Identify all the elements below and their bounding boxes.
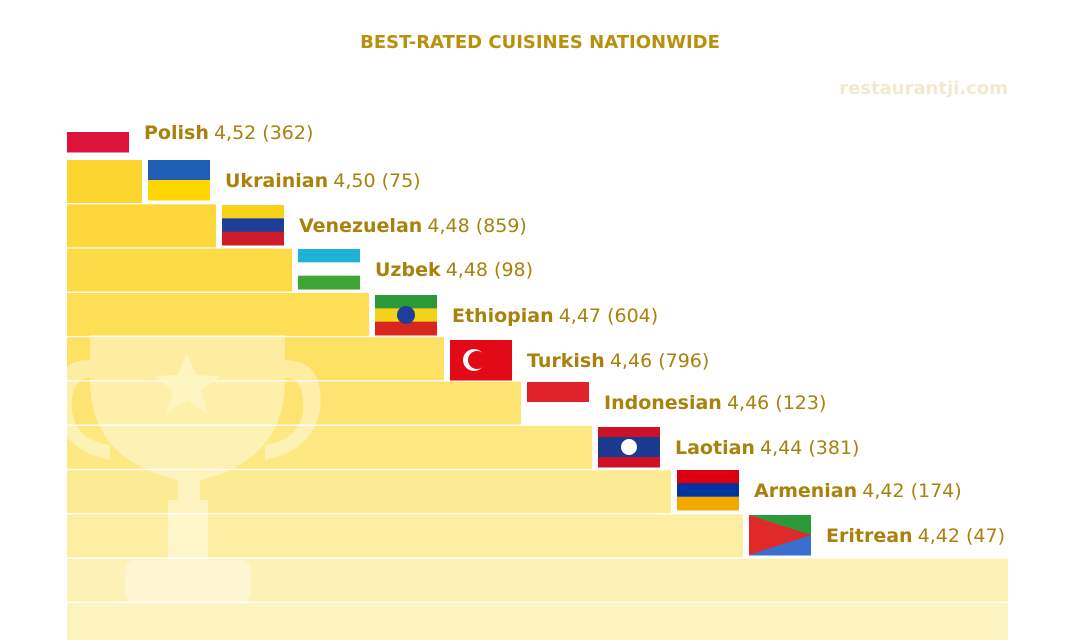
flag-emblem [749,515,811,555]
step [67,160,142,203]
cuisine-score: 4,47 (604) [559,305,658,327]
cuisine-label: Venezuelan 4,48 (859) [299,215,527,237]
flag-stripe [375,321,437,336]
flag-stripe [222,205,284,219]
flag [677,470,739,511]
flag-emblem [621,439,637,455]
cuisine-label: Ethiopian 4,47 (604) [452,305,658,327]
cuisine-label: Polish 4,52 (362) [144,122,313,144]
flag [67,112,129,153]
cuisine-label: Turkish 4,46 (796) [527,350,709,372]
cuisine-score: 4,46 (796) [610,350,709,372]
cuisine-label: Indonesian 4,46 (123) [604,392,826,414]
cuisine-name: Ethiopian [452,305,554,327]
cuisine-label: Eritrean 4,42 (47) [826,525,1005,547]
flag-stripe [677,470,739,484]
flag [450,340,512,381]
flag-stripe [375,295,437,309]
flag [298,249,360,290]
step [67,470,671,514]
cuisine-name: Indonesian [604,392,722,414]
step [67,248,292,292]
cuisine-name: Eritrean [826,525,913,547]
step [67,514,743,558]
staircase [67,160,1008,640]
cuisine-score: 4,46 (123) [727,392,826,414]
cuisine-name: Venezuelan [299,215,422,237]
cuisine-name: Laotian [675,437,755,459]
cuisine-label: Armenian 4,42 (174) [754,480,962,502]
flag-stripe [148,180,210,201]
flag-emblem [468,351,486,369]
step [67,292,369,336]
flag [375,295,437,336]
flag-stripe [749,515,811,526]
step [67,558,1008,602]
labels: Polish 4,52 (362) Ukrainian 4,50 (75) Vene… [67,112,1005,556]
cuisine-name: Ukrainian [225,170,328,192]
flag-stripe [677,483,739,498]
flag-stripe [67,132,129,153]
title: BEST-RATED CUISINES NATIONWIDE [360,32,720,53]
trophy [54,335,321,603]
cuisine-score: 4,48 (98) [446,259,533,281]
flag-stripe [222,231,284,246]
flag-stripe [598,427,660,438]
cuisine-score: 4,42 (174) [862,480,961,502]
flag-stripe [527,382,589,403]
flag-stripe [749,545,811,556]
cuisine-name: Polish [144,122,209,144]
step [67,381,521,425]
flag [598,427,660,468]
flag-stripe [598,457,660,468]
cuisine-score: 4,50 (75) [333,170,420,192]
flag-stripe [298,275,360,290]
cuisine-label: Laotian 4,44 (381) [675,437,859,459]
flag [148,160,210,201]
cuisine-name: Armenian [754,480,857,502]
flag-stripe [298,249,360,263]
cuisine-label: Ukrainian 4,50 (75) [225,170,421,192]
watermark: restaurantji.com [839,78,1008,99]
cuisine-name: Turkish [527,350,605,372]
step [67,603,1008,640]
flag-stripe [527,402,589,423]
cuisine-score: 4,42 (47) [918,525,1005,547]
flag-stripe [148,160,210,181]
cuisine-score: 4,44 (381) [760,437,859,459]
cuisine-label: Uzbek 4,48 (98) [375,259,533,281]
step [67,337,444,381]
flag-emblem [397,306,415,324]
flag-stripe [677,496,739,511]
cuisine-score: 4,48 (859) [427,215,526,237]
flag-stripe [298,262,360,277]
flag [527,382,589,423]
cuisine-score: 4,52 (362) [214,122,313,144]
star [154,353,220,414]
flag-stripe [222,218,284,233]
flag [749,515,811,556]
step [67,425,592,469]
flag [222,205,284,246]
step [67,204,216,248]
cuisine-name: Uzbek [375,259,441,281]
flag-stripe [67,112,129,133]
